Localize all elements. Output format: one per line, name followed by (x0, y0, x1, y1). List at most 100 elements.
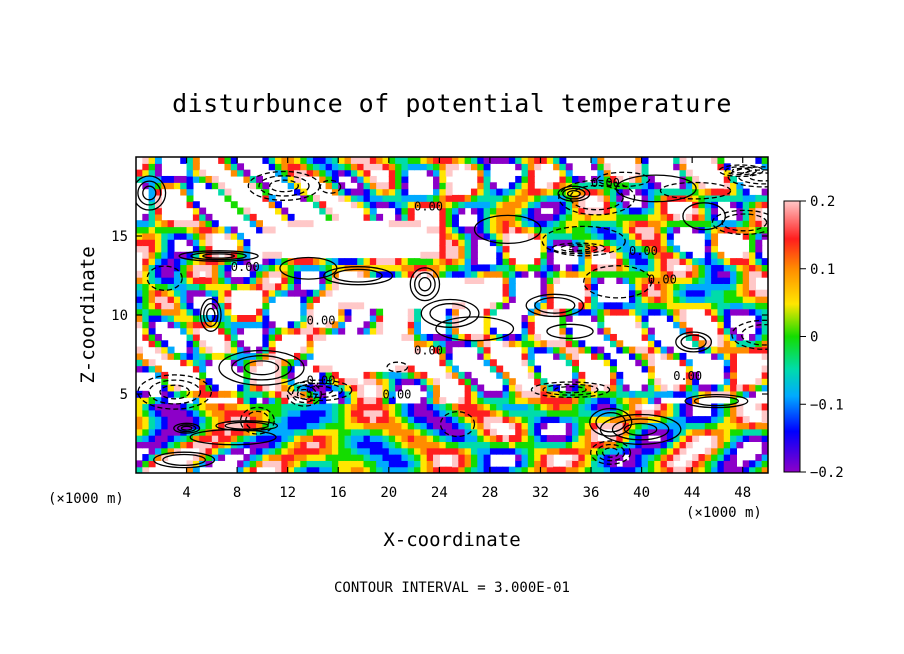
field-cell (464, 447, 472, 455)
field-cell (622, 201, 630, 209)
field-cell (237, 466, 245, 473)
field-cell (508, 283, 516, 291)
field-cell (692, 207, 700, 215)
field-cell (420, 163, 428, 171)
field-cell (224, 264, 232, 272)
field-cell (572, 346, 579, 354)
field-cell (628, 296, 636, 303)
field-cell (180, 277, 188, 284)
field-cell (597, 188, 605, 196)
field-cell (692, 296, 700, 303)
field-cell (610, 466, 617, 473)
field-cell (641, 308, 649, 316)
field-cell (173, 175, 181, 183)
field-cell (679, 182, 687, 190)
field-cell (546, 213, 554, 221)
positive-contour (675, 331, 713, 353)
field-cell (578, 264, 586, 272)
field-cell (755, 194, 763, 202)
field-cell (572, 220, 579, 228)
field-cell (344, 157, 352, 164)
field-cell (319, 264, 327, 272)
field-cell (673, 447, 681, 455)
field-cell (711, 258, 719, 266)
field-cell (572, 207, 579, 215)
field-cell (173, 226, 181, 234)
field-cell (211, 454, 219, 461)
field-cell (205, 245, 213, 253)
field-cell (565, 447, 573, 455)
field-cell (704, 466, 712, 473)
field-cell (685, 213, 693, 221)
field-cell (142, 296, 150, 303)
field-cell (685, 302, 693, 310)
field-cell (515, 416, 523, 424)
field-cell (401, 163, 409, 171)
field-cell (628, 239, 636, 247)
field-cell (502, 416, 510, 424)
field-cell (603, 207, 611, 215)
field-cell (136, 441, 143, 449)
field-cell (483, 264, 491, 272)
field-cell (395, 378, 403, 386)
field-cell (736, 201, 744, 209)
field-cell (186, 435, 194, 442)
field-cell (312, 403, 320, 411)
field-cell (458, 258, 466, 266)
field-cell (218, 327, 226, 335)
x-tick-label: 4 (182, 485, 190, 501)
field-cell (363, 270, 371, 278)
field-cell (534, 378, 542, 386)
field-cell (597, 157, 605, 164)
field-cell (546, 251, 554, 259)
field-cell (395, 264, 403, 272)
field-cell (508, 397, 516, 405)
field-cell (300, 157, 308, 164)
field-cell (395, 207, 403, 215)
field-cell (515, 460, 523, 468)
field-cell (578, 447, 586, 455)
negative-contour (269, 179, 299, 193)
positive-contour (177, 424, 197, 433)
field-cell (395, 220, 403, 228)
field-cell (591, 422, 598, 430)
field-cell (755, 315, 763, 322)
field-cell (407, 308, 415, 316)
field-cell (407, 220, 415, 228)
field-cell (464, 277, 472, 284)
field-cell (477, 447, 485, 455)
field-cell (275, 435, 282, 442)
field-cell (300, 352, 308, 360)
negative-contour (569, 184, 624, 211)
field-cell (319, 371, 327, 379)
field-cell (584, 428, 592, 436)
field-cell (325, 264, 333, 272)
field-cell (622, 251, 630, 259)
field-cell (256, 277, 263, 284)
field-cell (199, 315, 207, 322)
field-cell (154, 245, 162, 253)
potential-temperature-field (136, 157, 768, 473)
field-cell (692, 460, 700, 468)
field-cell (186, 264, 194, 272)
field-cell (647, 454, 655, 461)
field-cell (673, 466, 681, 473)
positive-contour (243, 360, 280, 376)
field-cell (458, 157, 466, 164)
field-cell (148, 277, 156, 284)
field-cell (154, 213, 162, 221)
field-cell (445, 352, 453, 360)
field-cell (426, 333, 434, 341)
field-cell (388, 416, 396, 424)
field-cell (173, 441, 181, 449)
field-cell (369, 403, 377, 411)
field-cell (692, 264, 700, 272)
field-cell (452, 333, 459, 341)
field-cell (610, 441, 617, 449)
field-cell (628, 346, 636, 354)
field-cell (546, 258, 554, 266)
field-cell (369, 182, 377, 190)
field-cell (698, 220, 706, 228)
field-cell (641, 207, 649, 215)
